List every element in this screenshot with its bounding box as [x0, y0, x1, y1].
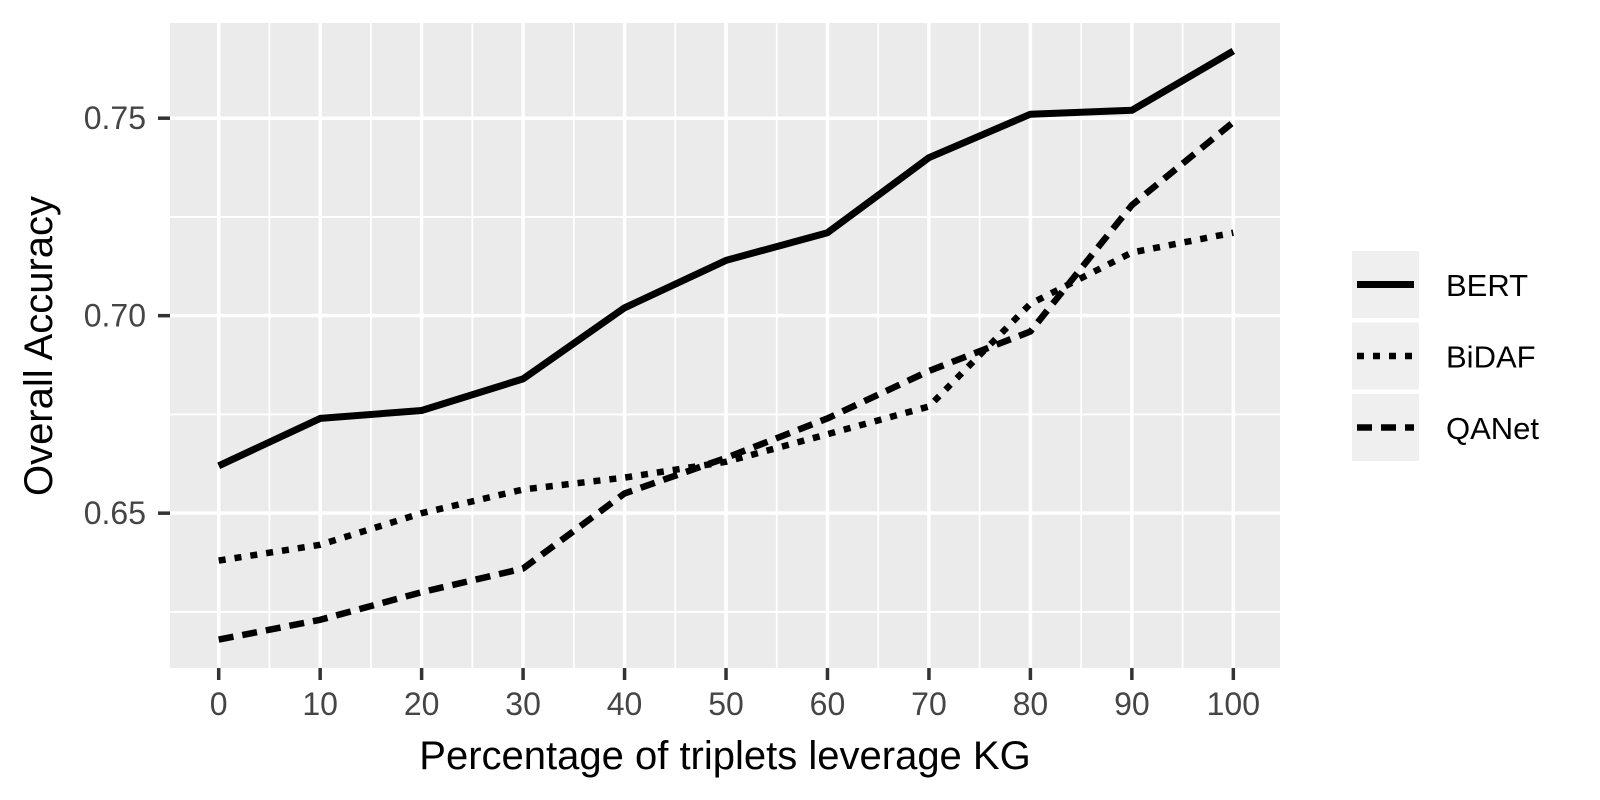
legend-item-bidaf: BiDAF — [1352, 322, 1536, 390]
x-axis-title: Percentage of triplets leverage KG — [419, 734, 1030, 778]
axis-ticks: 0 10 20 30 40 50 60 70 80 90 100 0.65 0.70 0.75 — [84, 100, 1260, 722]
bert-line — [217, 47, 1236, 469]
y-tick-label: 0.75 — [84, 100, 146, 136]
y-tick-label: 0.70 — [84, 298, 146, 334]
legend-label-qanet: QANet — [1446, 411, 1539, 446]
x-tick-label: 90 — [1114, 686, 1150, 722]
x-tick-label: 0 — [210, 686, 228, 722]
gridlines — [170, 23, 1280, 668]
y-axis-title: Overall Accuracy — [17, 196, 61, 496]
legend-label-bidaf: BiDAF — [1446, 340, 1536, 375]
legend-item-qanet: QANet — [1352, 394, 1539, 461]
y-tick-label: 0.65 — [84, 495, 146, 531]
x-tick-label: 100 — [1207, 686, 1260, 722]
x-tick-label: 10 — [302, 686, 338, 722]
x-tick-label: 50 — [708, 686, 744, 722]
qanet-line — [218, 119, 1236, 643]
x-tick-label: 80 — [1013, 686, 1049, 722]
x-tick-label: 20 — [404, 686, 440, 722]
x-tick-label: 70 — [911, 686, 947, 722]
bidaf-line — [218, 229, 1234, 564]
legend-item-bert: BERT — [1352, 251, 1528, 318]
data-series — [217, 47, 1236, 643]
legend: BERT BiDAF QANet — [1352, 251, 1539, 461]
legend-label-bert: BERT — [1446, 268, 1528, 303]
x-tick-label: 60 — [810, 686, 846, 722]
x-tick-label: 40 — [607, 686, 643, 722]
x-tick-label: 30 — [505, 686, 541, 722]
